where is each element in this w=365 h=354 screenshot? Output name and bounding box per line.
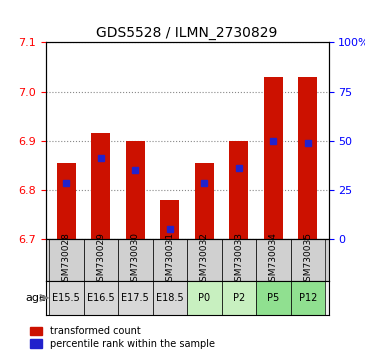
Bar [91, 133, 110, 239]
Text: GSM730035: GSM730035 [303, 232, 312, 287]
Bar [160, 200, 179, 239]
Text: age: age [26, 293, 46, 303]
Bar [126, 141, 145, 239]
FancyBboxPatch shape [256, 281, 291, 315]
FancyBboxPatch shape [187, 239, 222, 281]
Text: GSM730031: GSM730031 [165, 232, 174, 287]
Text: E16.5: E16.5 [87, 293, 115, 303]
FancyBboxPatch shape [256, 239, 291, 281]
Text: GSM730033: GSM730033 [234, 232, 243, 287]
Bar [298, 77, 317, 239]
FancyBboxPatch shape [49, 281, 84, 315]
FancyBboxPatch shape [49, 239, 84, 281]
Text: GSM730029: GSM730029 [96, 232, 105, 287]
Text: GSM730034: GSM730034 [269, 232, 278, 287]
Bar [195, 163, 214, 239]
Text: P0: P0 [198, 293, 210, 303]
Text: GSM730032: GSM730032 [200, 232, 209, 287]
Text: P5: P5 [267, 293, 280, 303]
FancyBboxPatch shape [153, 239, 187, 281]
FancyBboxPatch shape [187, 281, 222, 315]
Title: GDS5528 / ILMN_2730829: GDS5528 / ILMN_2730829 [96, 26, 278, 40]
Bar [57, 163, 76, 239]
Text: P12: P12 [299, 293, 317, 303]
Bar [264, 77, 283, 239]
FancyBboxPatch shape [118, 281, 153, 315]
FancyBboxPatch shape [222, 281, 256, 315]
Text: E15.5: E15.5 [53, 293, 80, 303]
Text: E18.5: E18.5 [156, 293, 184, 303]
Text: GSM730030: GSM730030 [131, 232, 140, 287]
FancyBboxPatch shape [118, 239, 153, 281]
Text: GSM730028: GSM730028 [62, 232, 71, 287]
Text: E17.5: E17.5 [122, 293, 149, 303]
FancyBboxPatch shape [153, 281, 187, 315]
FancyBboxPatch shape [84, 281, 118, 315]
Legend: transformed count, percentile rank within the sample: transformed count, percentile rank withi… [30, 326, 215, 349]
Text: P2: P2 [233, 293, 245, 303]
FancyBboxPatch shape [291, 281, 325, 315]
FancyBboxPatch shape [222, 239, 256, 281]
FancyBboxPatch shape [291, 239, 325, 281]
FancyBboxPatch shape [84, 239, 118, 281]
Bar [229, 141, 248, 239]
